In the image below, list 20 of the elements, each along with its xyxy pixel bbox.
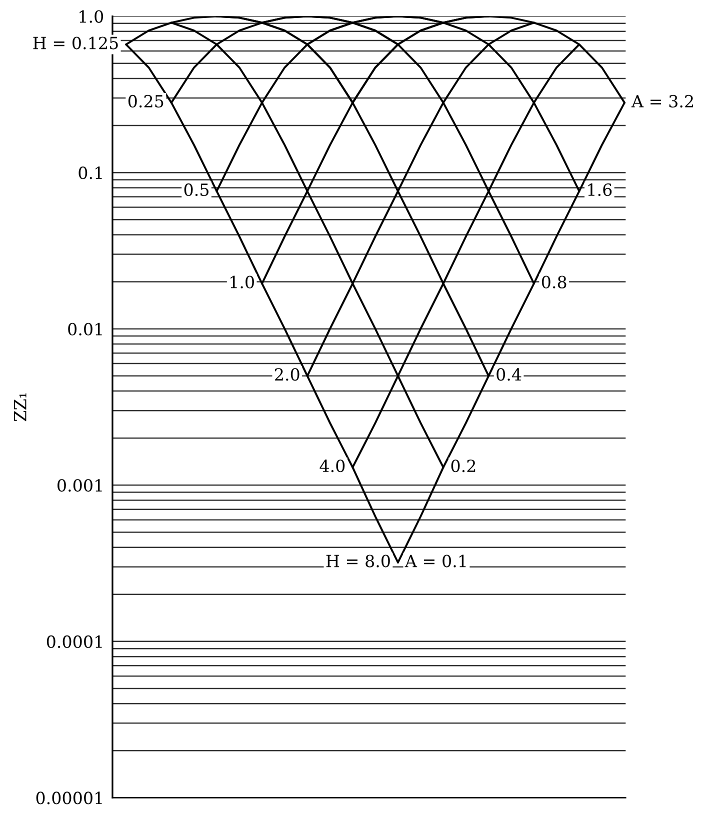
series-label: 1.6 [588, 183, 612, 196]
series-label: 0.8 [542, 276, 566, 288]
y-axis-title: ZZ₁ [14, 393, 26, 422]
y-tick-label: 0.01 [68, 322, 102, 336]
series-label: H = 0.125 [33, 36, 118, 50]
series-label: 0.2 [451, 460, 476, 472]
series-label: 4.0 [320, 460, 345, 472]
series-label: 0.4 [496, 368, 522, 381]
series-label: A = 3.2 [631, 94, 693, 108]
series-label: 1.0 [230, 276, 254, 288]
series-label: 2.0 [275, 368, 300, 381]
y-tick-label: 0.0001 [46, 635, 102, 648]
series-label: A = 0.1 [404, 554, 466, 568]
y-tick-label: 1.0 [80, 10, 104, 23]
y-tick-label: 0.001 [58, 479, 102, 492]
series-label: 0.25 [128, 94, 164, 108]
y-tick-label: 0.00001 [36, 792, 102, 804]
series-label: H = 8.0 [326, 554, 390, 568]
y-tick-label: 0.1 [78, 166, 102, 180]
series-label: 0.5 [184, 183, 208, 196]
